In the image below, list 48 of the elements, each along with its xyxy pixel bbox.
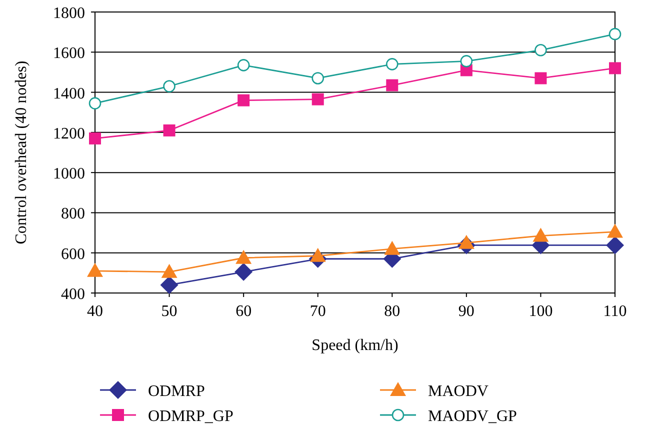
point [89,132,101,144]
point [88,97,102,110]
point [609,62,621,74]
point [237,59,250,72]
point [161,264,178,278]
y-tick-label: 1200 [53,125,85,142]
point [607,224,623,238]
point [163,80,176,92]
point [534,44,547,56]
point [312,72,324,84]
point [534,72,547,84]
x-tick-label: 40 [87,303,103,320]
point [312,93,324,106]
point [238,94,250,106]
x-tick-label: 90 [458,303,474,320]
y-tick-label: 800 [61,206,85,223]
point [460,55,473,68]
point [606,236,624,254]
point [532,228,549,242]
point [384,240,400,255]
point [458,234,474,249]
x-tick-label: 100 [528,303,553,320]
x-tick-label: 80 [384,303,400,320]
x-tick-label: 60 [236,303,252,320]
point [310,248,326,262]
y-tick-label: 1400 [53,85,85,102]
point [236,250,252,264]
point [386,58,398,70]
point [160,276,178,294]
y-tick-label: 1600 [53,45,85,62]
x-tick-label: 70 [310,303,326,320]
legend-label: MAODV_GP [428,408,517,425]
point [234,262,253,281]
x-tick-label: 110 [603,303,627,320]
x-axis-title: Speed (km/h) [312,337,398,354]
y-tick-label: 1000 [53,166,85,183]
legend-label: MAODV [428,383,489,400]
point [608,28,622,40]
legend-label: ODMRP [148,383,206,400]
point [386,79,398,92]
y-tick-label: 600 [61,246,85,263]
y-tick-label: 400 [61,286,85,303]
y-tick-label: 1800 [53,5,85,22]
y-axis-title: Control overhead (40 nodes) [13,60,30,244]
point [87,262,103,277]
point [163,124,176,136]
legend-label: ODMRP_GP [148,408,234,425]
x-tick-label: 50 [161,303,178,320]
